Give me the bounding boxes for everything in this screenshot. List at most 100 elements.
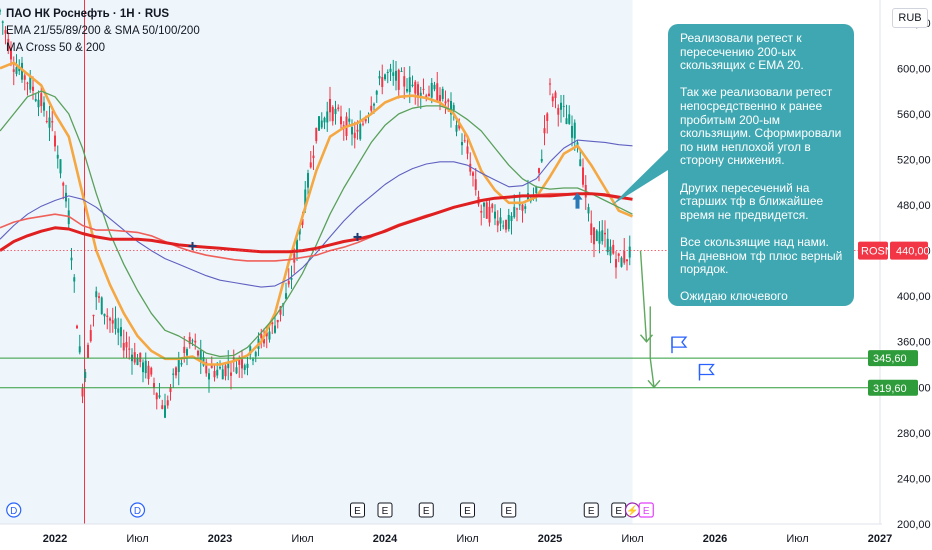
price-candle [455, 125, 458, 132]
level-price-label: 319,60 [873, 383, 907, 395]
price-candle [252, 359, 254, 361]
price-candle [287, 280, 290, 285]
price-candle [208, 373, 210, 380]
event-marker-earnings-upcoming: E [638, 502, 654, 518]
price-candle [260, 333, 263, 339]
price-candle [309, 162, 312, 168]
callout-paragraph: Других пересечений на старших тф в ближа… [680, 180, 824, 222]
price-candle [612, 244, 615, 254]
price-candle [224, 365, 227, 377]
y-tick-label: 240,00 [897, 473, 931, 485]
price-candle [472, 172, 474, 176]
price-candle [268, 331, 271, 340]
indicator-legend-ma: EMA 21/55/89/200 & SMA 50/100/200 [6, 25, 200, 37]
price-candle [62, 182, 65, 186]
price-candle [362, 123, 364, 125]
y-tick-label: 200,00 [897, 519, 931, 531]
price-candle [551, 96, 554, 102]
callout-paragraph: Реализовали ретест к пересечению 200-ых … [680, 31, 804, 73]
price-candle [142, 362, 144, 373]
price-candle [351, 127, 353, 135]
price-candle [81, 387, 84, 397]
price-candle [293, 253, 296, 263]
price-candle [436, 83, 439, 102]
price-candle [329, 99, 331, 113]
price-candle [587, 207, 590, 214]
event-marker-earnings: E [611, 502, 627, 518]
price-candle [513, 206, 516, 218]
callout-paragraph: Ожидаю ключевого снижения. [680, 289, 788, 317]
price-candle [419, 92, 422, 97]
price-candle [120, 327, 122, 337]
callout-paragraph: Все скользящие над нами. На дневном тф п… [680, 234, 843, 277]
price-candle [7, 38, 10, 51]
price-candle [161, 405, 164, 409]
price-candle [235, 367, 238, 374]
price-candle [447, 99, 450, 102]
price-candle [601, 230, 604, 242]
price-candle [430, 82, 433, 98]
price-candle [615, 259, 617, 268]
price-candle [538, 168, 540, 173]
symbol-tag [858, 241, 888, 260]
event-label: E [588, 506, 595, 517]
event-badge [583, 502, 599, 518]
price-candle [521, 204, 524, 211]
event-label: E [505, 506, 512, 517]
price-candle [491, 204, 494, 209]
price-candle [609, 246, 612, 256]
price-candle [375, 90, 378, 95]
price-candle [466, 146, 469, 154]
price-candle [406, 89, 408, 92]
price-candle [89, 330, 92, 342]
symbol-label: ROSN [861, 246, 893, 258]
price-candle [389, 68, 392, 72]
price-candle [461, 141, 463, 146]
projection-arrowhead [647, 379, 661, 389]
price-candle [188, 336, 191, 345]
ma-cross-marker [188, 242, 197, 251]
price-candle [505, 219, 507, 230]
price-candle [48, 117, 51, 128]
price-candle [70, 257, 73, 261]
x-tick-label: 2026 [703, 533, 727, 545]
flag-icon [671, 336, 688, 354]
price-candle [150, 367, 153, 375]
chart-legend: ПАО НК Роснефть · 1H · RUS EMA 21/55/89/… [6, 6, 200, 57]
symbol-title: ПАО НК Роснефть · 1H · RUS [6, 8, 170, 20]
price-candle [59, 159, 62, 174]
price-candle [565, 118, 568, 124]
price-candle [274, 325, 276, 333]
price-candle [95, 291, 98, 298]
price-candle [626, 259, 628, 262]
price-candle [444, 101, 447, 104]
price-candle [243, 365, 246, 370]
price-candle [331, 106, 334, 122]
price-candle [276, 319, 279, 323]
price-candle [147, 365, 150, 380]
price-candle [359, 123, 362, 140]
price-candle [595, 230, 598, 241]
price-candle [337, 107, 340, 110]
x-tick-label: Июл [786, 533, 808, 545]
price-candle [76, 325, 78, 329]
price-candle [510, 215, 513, 222]
price-candle [562, 105, 565, 107]
price-candle [304, 189, 307, 210]
ma-line-ma-red_bold [0, 192, 633, 254]
price-candle [285, 293, 287, 299]
price-candle [78, 346, 81, 353]
indicator-legend-cross: MA Cross 50 & 200 [6, 42, 106, 54]
projection-segment [639, 250, 648, 342]
price-candle [340, 116, 342, 125]
price-candle [535, 186, 538, 193]
price-candle [122, 342, 125, 351]
price-candle [15, 67, 18, 74]
ma-cross-marker [353, 232, 362, 241]
currency-selector[interactable]: RUB [892, 8, 928, 28]
event-label: E [354, 506, 361, 517]
price-candle [617, 253, 620, 256]
price-candle [414, 81, 417, 94]
price-candle [43, 102, 45, 111]
